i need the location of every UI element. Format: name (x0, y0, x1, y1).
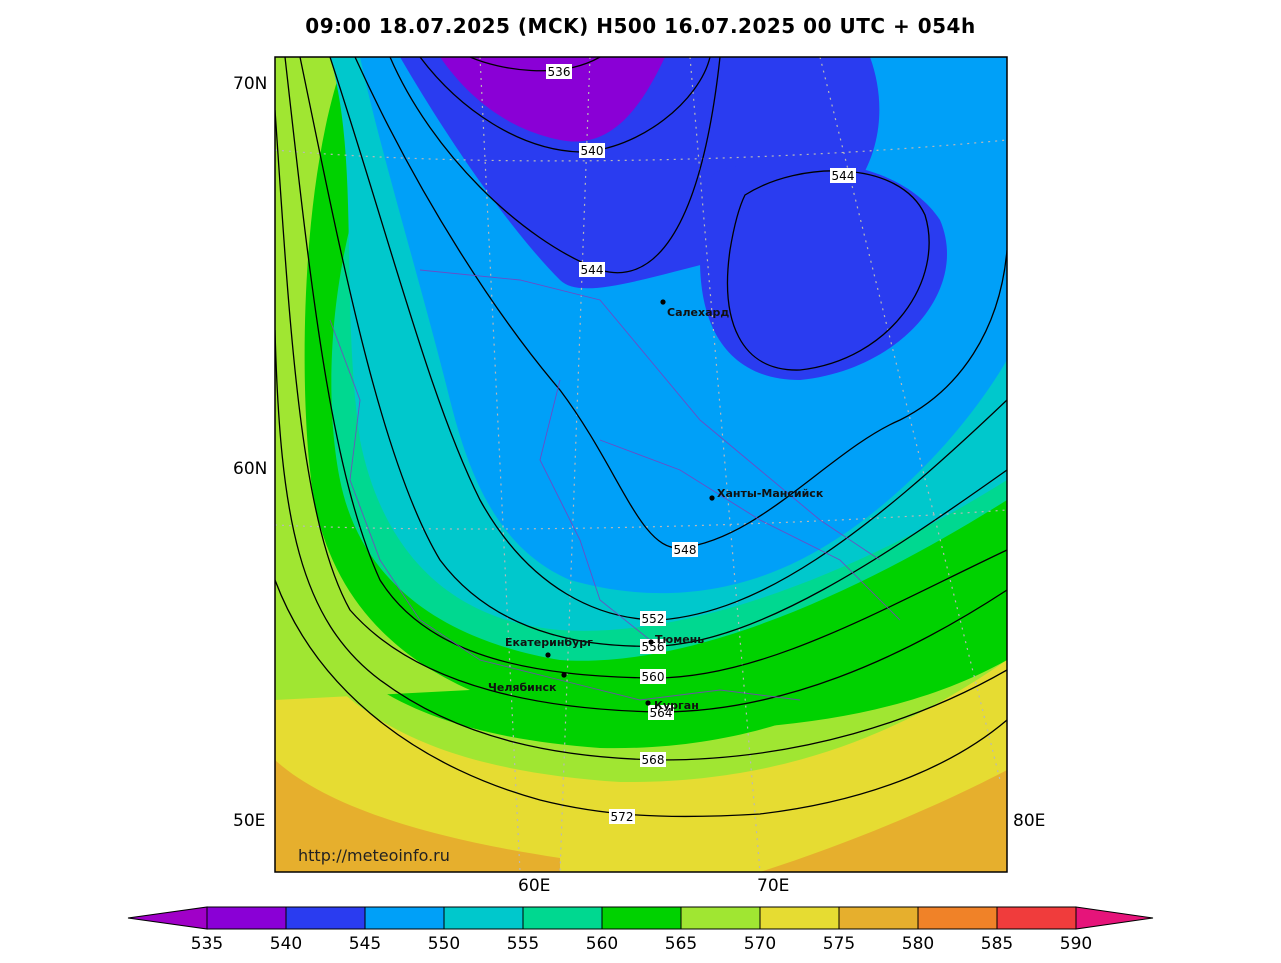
colorbar-tick-label: 560 (586, 934, 618, 954)
city-dot-salekhard (660, 299, 666, 305)
city-label-kurgan: Курган (654, 699, 699, 712)
city-markers: Салехард Ханты-Мансийск Екатеринбург Тюм… (488, 299, 824, 712)
contour-label: 568 (642, 753, 665, 767)
city-dot-khanty-mansiysk (709, 495, 715, 501)
lat-label-70n: 70N (233, 74, 268, 94)
colorbar-tick-label: 575 (823, 934, 855, 954)
colorbar-swatch (917, 906, 998, 930)
colorbar-tick-label: 550 (428, 934, 460, 954)
colorbar: 535 540 545 550 555 560 565 570 575 580 585 590 (127, 906, 1154, 954)
colorbar-swatch (759, 906, 840, 930)
lon-label-60e: 60E (518, 876, 551, 896)
city-label-tyumen: Тюмень (655, 633, 704, 646)
city-dot-kurgan (645, 700, 651, 706)
contour-label: 572 (611, 810, 634, 824)
colorbar-tick-label: 580 (902, 934, 934, 954)
colorbar-swatch (364, 906, 445, 930)
colorbar-swatch (206, 906, 287, 930)
city-dot-tyumen (648, 639, 654, 645)
city-dot-chelyabinsk (561, 672, 567, 678)
city-label-yekaterinburg: Екатеринбург (505, 636, 593, 649)
lat-label-60n: 60N (233, 459, 268, 479)
colorbar-arrow-high (1075, 906, 1154, 930)
colorbar-swatch (443, 906, 524, 930)
map-title: 09:00 18.07.2025 (MCK) H500 16.07.2025 0… (305, 14, 976, 38)
contour-label: 544 (581, 263, 604, 277)
watermark-url: http://meteoinfo.ru (298, 846, 450, 865)
contour-label: 548 (674, 543, 697, 557)
contour-lines (275, 57, 1007, 818)
colorbar-tick-label: 570 (744, 934, 776, 954)
city-dot-yekaterinburg (545, 652, 551, 658)
colorbar-tick-label: 555 (507, 934, 539, 954)
colorbar-swatch (996, 906, 1077, 930)
colorbar-tick-label: 565 (665, 934, 697, 954)
lon-label-70e: 70E (757, 876, 790, 896)
city-label-khanty-mansiysk: Ханты-Мансийск (717, 487, 824, 500)
colorbar-swatch (601, 906, 682, 930)
city-label-salekhard: Салехард (667, 306, 729, 319)
colorbar-swatch (522, 906, 603, 930)
map-frame (274, 56, 1008, 873)
contour-label-group: 536 540 544 544 548 552 556 560 564 568 … (546, 64, 856, 824)
lat-label-50e: 50E (233, 811, 266, 831)
colorbar-swatch (680, 906, 761, 930)
colorbar-tick-label: 590 (1060, 934, 1092, 954)
lon-label-80e: 80E (1013, 811, 1046, 831)
colorbar-swatch (838, 906, 919, 930)
contour-label: 536 (548, 65, 571, 79)
colorbar-arrow-low (127, 906, 208, 930)
contour-label: 540 (581, 144, 604, 158)
contour-label: 560 (642, 670, 665, 684)
contour-label: 544 (832, 169, 855, 183)
city-label-chelyabinsk: Челябинск (488, 681, 557, 694)
colorbar-tick-label: 545 (349, 934, 381, 954)
colorbar-tick-label: 535 (191, 934, 223, 954)
contour-label: 564 (650, 706, 673, 720)
contour-label: 552 (642, 612, 665, 626)
colorbar-tick-label: 540 (270, 934, 302, 954)
colorbar-swatch (285, 906, 366, 930)
contour-label: 556 (642, 640, 665, 654)
colorbar-tick-label: 585 (981, 934, 1013, 954)
geopotential-field (275, 57, 1007, 872)
